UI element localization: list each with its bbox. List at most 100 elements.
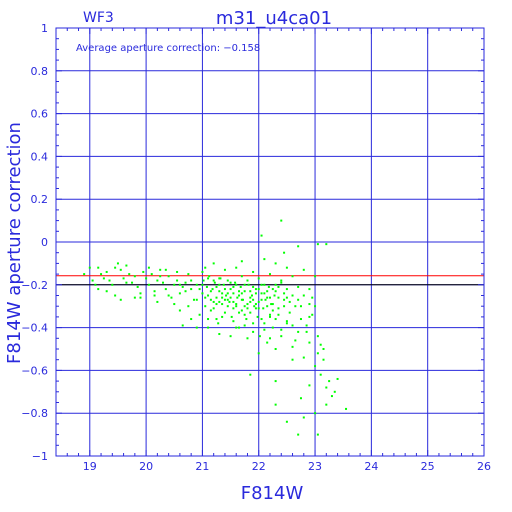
data-point <box>241 298 244 301</box>
data-point <box>308 303 311 306</box>
data-point <box>285 420 288 423</box>
data-point <box>269 337 271 340</box>
data-point <box>333 390 336 393</box>
data-point <box>285 288 288 291</box>
data-point <box>246 307 249 310</box>
data-point <box>266 341 269 344</box>
data-point <box>204 266 207 269</box>
data-point <box>274 283 277 286</box>
average-annotation: Average aperture correction: −0.158 <box>76 43 260 54</box>
data-point <box>119 268 122 271</box>
data-point <box>336 377 339 380</box>
data-point <box>274 318 277 321</box>
data-point <box>269 315 271 318</box>
data-point <box>236 296 239 299</box>
data-point <box>150 273 153 276</box>
data-point <box>111 283 114 286</box>
data-point <box>285 320 288 323</box>
data-point <box>156 300 159 303</box>
data-point <box>280 335 283 338</box>
data-point <box>243 305 246 308</box>
data-point <box>277 313 280 316</box>
data-point <box>159 268 162 271</box>
data-point <box>215 303 218 306</box>
data-point <box>238 311 241 314</box>
data-point <box>252 330 255 333</box>
data-point <box>283 292 286 295</box>
data-point <box>170 296 173 299</box>
y-tick-label: −0.6 <box>21 364 48 377</box>
data-point <box>125 281 128 284</box>
data-point <box>271 303 274 306</box>
data-point <box>88 266 91 269</box>
data-point <box>145 277 148 280</box>
data-point <box>254 292 257 295</box>
data-point <box>285 266 288 269</box>
data-point <box>229 335 232 338</box>
data-point <box>297 433 300 436</box>
data-point <box>147 283 150 286</box>
detector-label: WF3 <box>83 10 114 26</box>
data-point <box>288 300 291 303</box>
data-point <box>260 292 263 295</box>
y-tick-label: −1 <box>32 450 48 463</box>
data-point <box>178 283 181 286</box>
data-point <box>128 273 131 276</box>
data-point <box>280 328 283 331</box>
data-point <box>297 298 300 301</box>
data-point <box>181 285 184 288</box>
data-point <box>234 281 237 284</box>
data-point <box>181 324 184 327</box>
data-point <box>283 298 286 301</box>
grid-lines <box>56 28 484 456</box>
data-point <box>184 290 187 293</box>
data-point <box>209 298 212 301</box>
data-point <box>270 303 273 306</box>
data-point <box>249 311 252 314</box>
data-point <box>252 270 255 273</box>
data-point <box>205 285 208 288</box>
data-point <box>208 275 211 278</box>
data-point <box>245 318 248 321</box>
data-point <box>223 268 226 271</box>
data-point <box>249 296 252 299</box>
data-point <box>243 290 246 293</box>
data-point <box>105 290 108 293</box>
data-point <box>263 283 266 286</box>
data-point <box>302 268 305 271</box>
data-point <box>305 324 308 327</box>
data-point <box>257 300 260 303</box>
data-point <box>213 281 216 284</box>
chart-title: m31_u4ca01 <box>216 8 332 29</box>
data-point <box>240 309 243 312</box>
data-point <box>212 300 215 303</box>
data-point <box>277 296 280 299</box>
data-point <box>297 285 300 288</box>
data-point <box>207 326 210 329</box>
data-point <box>240 260 243 263</box>
data-point <box>218 333 221 336</box>
data-point <box>195 298 198 301</box>
data-point <box>311 296 314 299</box>
data-point <box>232 292 235 295</box>
data-point <box>235 266 238 269</box>
data-point <box>176 279 179 282</box>
data-point <box>252 298 255 301</box>
data-point <box>269 313 271 316</box>
data-point <box>299 305 302 308</box>
data-point <box>260 234 263 237</box>
data-point <box>192 298 195 301</box>
data-point <box>263 258 266 261</box>
data-point <box>274 380 277 383</box>
data-point <box>274 403 277 406</box>
data-point <box>223 311 226 314</box>
axis-ticks <box>55 27 485 457</box>
data-point <box>325 386 328 389</box>
data-point <box>280 279 283 282</box>
data-point <box>226 279 229 282</box>
data-point <box>217 322 220 325</box>
data-point <box>240 298 243 301</box>
x-tick-label: 19 <box>83 460 97 473</box>
y-tick-label: 0.8 <box>31 65 49 78</box>
data-point <box>269 273 271 276</box>
